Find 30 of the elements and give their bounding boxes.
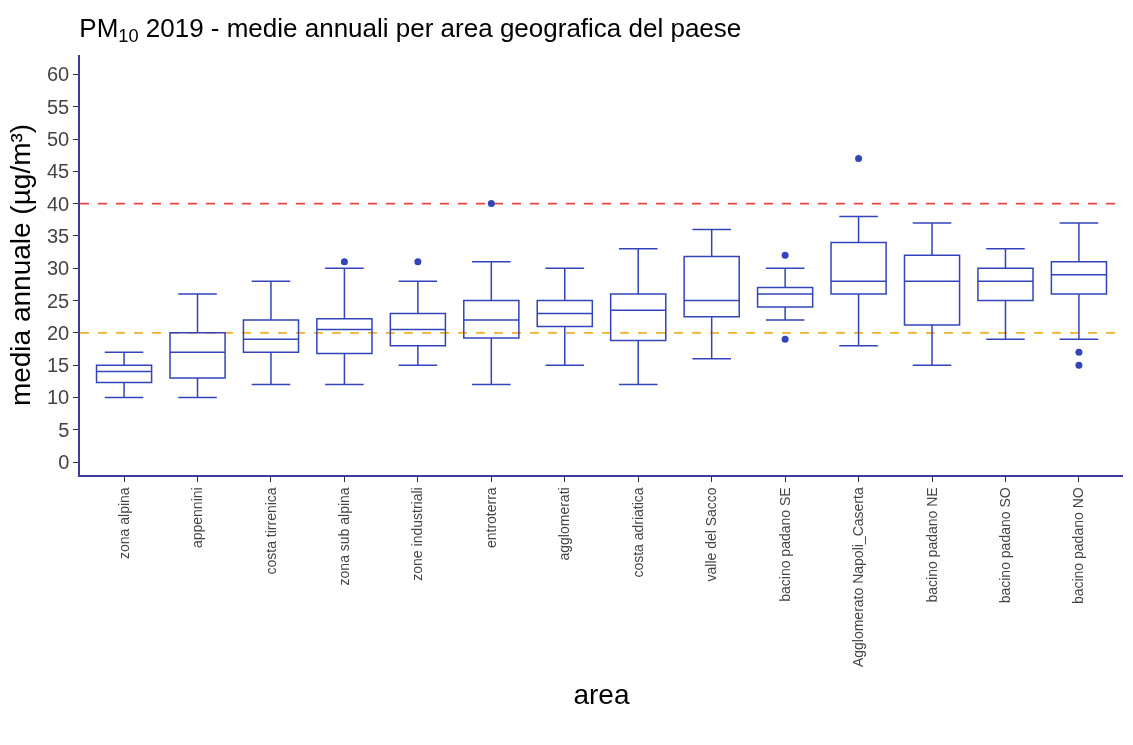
- y-tick-label: 20: [47, 321, 70, 344]
- x-tick-label: zona alpina: [115, 487, 132, 559]
- x-tick-label: bacino padano SE: [776, 487, 793, 602]
- y-tick-label: 15: [47, 354, 70, 377]
- x-tick-label: costa tirrenica: [262, 487, 279, 575]
- x-tick-label: agglomerati: [556, 487, 573, 561]
- y-tick-label: 25: [47, 289, 70, 312]
- y-tick-label: 45: [47, 160, 70, 183]
- y-tick-label: 10: [47, 386, 70, 409]
- x-tick-label: bacino padano NO: [1070, 487, 1087, 605]
- y-axis-title: media annuale (µg/m³): [5, 123, 37, 407]
- x-tick-label: bacino padano NE: [923, 487, 940, 603]
- x-axis-title: area: [573, 678, 630, 710]
- y-tick-label: 35: [47, 224, 70, 247]
- x-tick-label: valle del Sacco: [703, 487, 720, 582]
- x-tick-label: zona sub alpina: [335, 487, 352, 586]
- x-tick-label: appennini: [189, 487, 206, 549]
- y-tick-label: 60: [47, 63, 70, 86]
- y-tick-label: 40: [47, 192, 70, 215]
- y-tick-label: 0: [58, 451, 70, 474]
- y-tick-label: 30: [47, 257, 70, 280]
- x-tick-label: Agglomerato Napoli_Caserta: [850, 487, 867, 668]
- x-tick-label: entroterra: [482, 487, 499, 549]
- x-tick-label: costa adriatica: [629, 487, 646, 578]
- y-tick-label: 5: [58, 418, 70, 441]
- x-tick-label: zone industriali: [409, 487, 426, 581]
- x-tick-label: bacino padano SO: [997, 487, 1014, 604]
- chart-title: PM$_{10}$ 2019 - medie annuali per area geografica del paese: [79, 12, 742, 47]
- y-tick-label: 50: [47, 128, 70, 150]
- y-tick-label: 55: [47, 95, 70, 118]
